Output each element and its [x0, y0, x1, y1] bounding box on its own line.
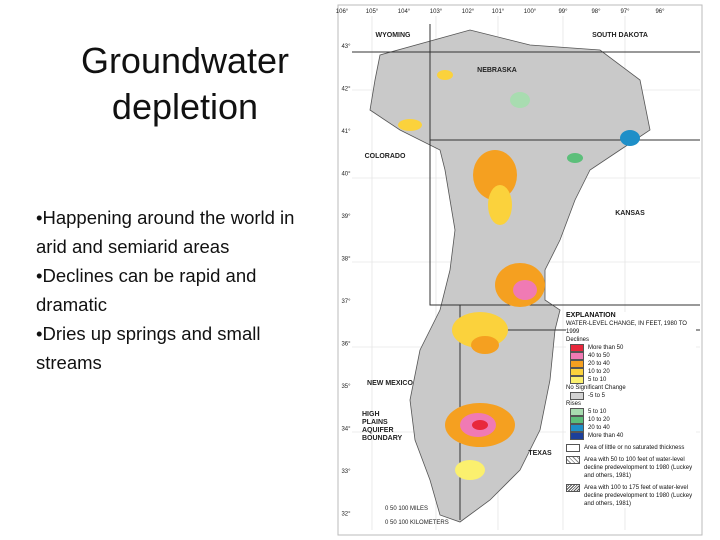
- legend-label: More than 40: [588, 433, 624, 439]
- legend-label: 40 to 50: [588, 353, 610, 359]
- bullet-item: •Dries up springs and small streams: [36, 323, 261, 373]
- latitude-label: 41°: [341, 129, 351, 135]
- legend-label: -5 to 5: [588, 393, 606, 399]
- state-label: KANSAS: [615, 210, 645, 217]
- latitude-label: 36°: [341, 342, 351, 348]
- legend-label: 10 to 20: [588, 417, 610, 423]
- legend-title: EXPLANATION: [566, 312, 616, 319]
- legend-heading: Declines: [566, 337, 590, 343]
- latitude-label: 33°: [341, 469, 351, 475]
- longitude-label: 103°: [430, 9, 443, 15]
- longitude-label: 106°: [336, 9, 349, 15]
- legend-swatch: [570, 376, 584, 384]
- legend-swatch: [570, 432, 584, 440]
- note-label: Area with 50 to 100 feet of water-level …: [584, 457, 693, 479]
- latitude-label: 37°: [341, 299, 351, 305]
- legend-row: 10 to 20: [570, 416, 696, 424]
- latitude-label: 42°: [341, 87, 351, 93]
- legend-swatch: [570, 424, 584, 432]
- latitude-label: 34°: [341, 427, 351, 433]
- legend-swatch: [570, 344, 584, 352]
- legend-swatch: [570, 392, 584, 400]
- legend-swatch: [570, 352, 584, 360]
- legend-row: -5 to 5: [570, 392, 696, 400]
- longitude-label: 98°: [591, 9, 601, 15]
- water-level-patches: [398, 70, 640, 480]
- note-swatch: [566, 484, 580, 492]
- legend-swatch: [570, 408, 584, 416]
- state-label: WYOMING: [376, 32, 412, 39]
- state-label: TEXAS: [528, 450, 552, 457]
- longitude-label: 100°: [524, 9, 537, 15]
- legend-swatch: [570, 368, 584, 376]
- legend-label: 5 to 10: [588, 377, 607, 383]
- legend-label: 20 to 40: [588, 425, 610, 431]
- legend-row: 20 to 40: [570, 360, 696, 368]
- note-label: Area with 100 to 175 feet of water-level…: [584, 485, 693, 507]
- longitude-label: 97°: [620, 9, 630, 15]
- slide-title: Groundwater depletion: [80, 40, 290, 127]
- state-label: SOUTH DAKOTA: [592, 32, 648, 39]
- legend-heading: No Significant Change: [566, 385, 626, 391]
- legend: EXPLANATION WATER-LEVEL CHANGE, IN FEET, …: [566, 312, 696, 508]
- bullet-list: •Happening around the world in arid and …: [36, 203, 308, 377]
- legend-label: 5 to 10: [588, 409, 607, 415]
- legend-swatch: [570, 416, 584, 424]
- note-label: Area of little or no saturated thickness: [584, 445, 685, 451]
- latitude-label: 32°: [341, 512, 351, 518]
- latitude-label: 39°: [341, 214, 351, 220]
- latitude-label: 43°: [341, 44, 351, 50]
- longitude-label: 105°: [366, 9, 379, 15]
- boundary-label: BOUNDARY: [362, 435, 403, 442]
- bullet-item: •Declines can be rapid and dramatic: [36, 265, 257, 315]
- boundary-label: HIGH: [362, 411, 380, 418]
- latitude-label: 40°: [341, 172, 351, 178]
- longitude-label: 96°: [655, 9, 665, 15]
- longitude-label: 101°: [492, 9, 505, 15]
- boundary-label: PLAINS: [362, 419, 388, 426]
- legend-subtitle: WATER-LEVEL CHANGE, IN FEET, 1980 TO 199…: [566, 321, 687, 335]
- bullet-item: •Happening around the world in arid and …: [36, 207, 295, 257]
- legend-heading: Rises: [566, 401, 582, 407]
- state-label: COLORADO: [365, 153, 406, 160]
- note-swatch: [566, 444, 580, 452]
- legend-row: 5 to 10: [570, 408, 696, 416]
- legend-swatch: [570, 360, 584, 368]
- legend-note: Area with 50 to 100 feet of water-level …: [566, 456, 696, 480]
- state-label: NEW MEXICO: [367, 380, 413, 387]
- legend-label: 20 to 40: [588, 361, 610, 367]
- state-label: NEBRASKA: [477, 67, 517, 74]
- longitude-label: 102°: [462, 9, 475, 15]
- legend-row: 5 to 10: [570, 376, 696, 384]
- longitude-label: 104°: [398, 9, 411, 15]
- legend-row: More than 40: [570, 432, 696, 440]
- legend-row: 10 to 20: [570, 368, 696, 376]
- legend-label: More than 50: [588, 345, 624, 351]
- legend-note: Area with 100 to 175 feet of water-level…: [566, 484, 696, 508]
- legend-row: 20 to 40: [570, 424, 696, 432]
- note-swatch: [566, 456, 580, 464]
- longitude-label: 99°: [558, 9, 568, 15]
- boundary-label: AQUIFER: [362, 427, 394, 434]
- latitude-label: 35°: [341, 384, 351, 390]
- legend-row: 40 to 50: [570, 352, 696, 360]
- scale-label: 0 50 100 MILES: [385, 506, 428, 512]
- legend-row: More than 50: [570, 344, 696, 352]
- legend-note: Area of little or no saturated thickness: [566, 444, 696, 452]
- latitude-label: 38°: [341, 257, 351, 263]
- scale-label: 0 50 100 KILOMETERS: [385, 520, 449, 526]
- legend-label: 10 to 20: [588, 369, 610, 375]
